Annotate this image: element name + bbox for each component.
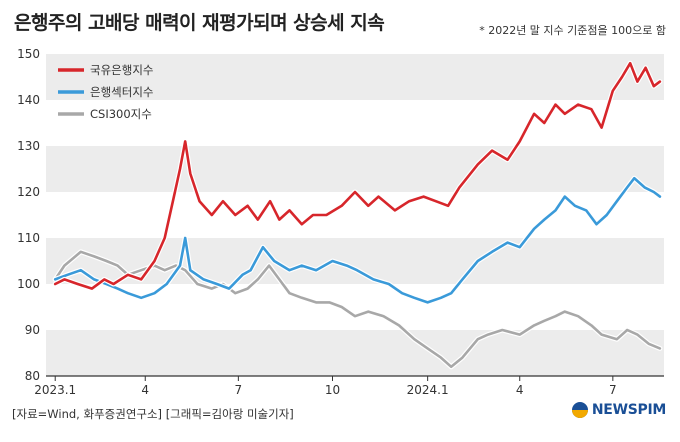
line-chart: 80 90 100 110 120 130 140 150 2023.1 4 7 10 2024.1 4… (17, 47, 664, 397)
y-tick-label: 100 (17, 277, 40, 291)
legend-label: 은행섹터지수 (90, 85, 153, 99)
series-line-2 (53, 250, 662, 369)
series-lines (52, 60, 663, 370)
y-axis: 80 90 100 110 120 130 140 150 (17, 47, 40, 383)
grid-bands (46, 54, 664, 376)
grid-band (46, 54, 664, 100)
y-tick-label: 140 (17, 93, 40, 107)
y-tick-label: 150 (17, 47, 40, 61)
series-line-0 (53, 61, 662, 290)
legend-label: CSI300지수 (90, 107, 152, 121)
chart-title: 은행주의 고배당 매력이 재평가되며 상승세 지속 (14, 12, 385, 34)
y-tick-label: 130 (17, 139, 40, 153)
y-tick-label: 120 (17, 185, 40, 199)
legend-label: 국유은행지수 (90, 63, 153, 77)
y-tick-label: 80 (25, 369, 40, 383)
x-tick-label: 7 (235, 383, 243, 397)
baseline-note: * 2022년 말 지수 기준점을 100으로 함 (479, 24, 666, 37)
x-tick-label: 4 (141, 383, 149, 397)
x-tick-label: 7 (609, 383, 617, 397)
logo-text: NEWSPIM (591, 402, 666, 418)
grid-band (46, 330, 664, 376)
x-tick-label: 4 (516, 383, 524, 397)
source-credit: [자료=Wind, 화푸증권연구소] [그래픽=김아랑 미술기자] (12, 407, 294, 421)
y-tick-label: 90 (25, 323, 40, 337)
x-tick-label: 10 (325, 383, 340, 397)
x-tick-label: 2024.1 (407, 383, 449, 397)
newspim-logo-icon (571, 402, 588, 418)
y-tick-label: 110 (17, 231, 40, 245)
grid-band (46, 238, 664, 284)
series-line-1 (53, 176, 662, 304)
x-tick-label: 2023.1 (34, 383, 76, 397)
newspim-logo: NEWSPIM (571, 402, 666, 418)
x-axis: 2023.1 4 7 10 2024.1 4 7 (34, 375, 664, 397)
grid-band (46, 146, 664, 192)
